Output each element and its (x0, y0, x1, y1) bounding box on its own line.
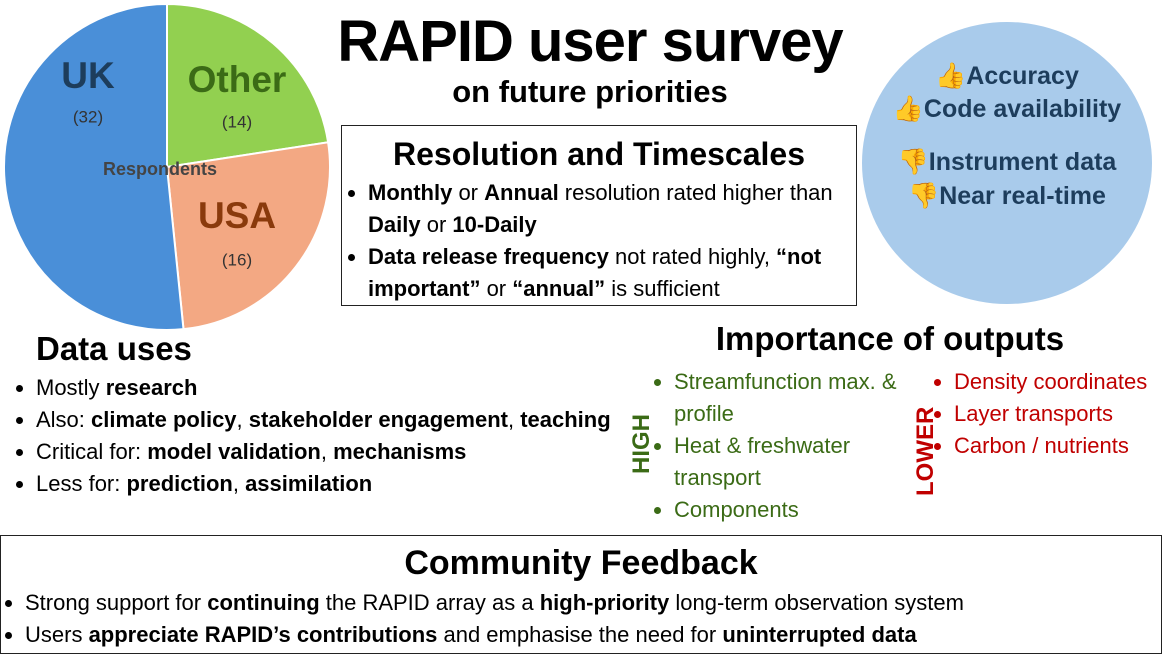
feedback-box: Community Feedback Strong support for co… (0, 535, 1162, 654)
rating-text: Code availability (923, 95, 1122, 123)
text-run: model validation (147, 439, 321, 464)
text-run: or (480, 276, 513, 301)
slice-value: (14) (222, 112, 252, 131)
rating-text: Instrument data (928, 148, 1117, 176)
slice-label: UK (61, 55, 115, 96)
output-item: Heat & freshwater transport (674, 430, 914, 494)
rating-item: 👍Accuracy (862, 62, 1152, 91)
rating-item: 👎Near real-time (862, 182, 1152, 211)
bullet: Mostly research (36, 372, 636, 404)
text-run: resolution rated higher than (558, 180, 833, 205)
text-run: , (320, 439, 334, 464)
text-run: and emphasise the need for (437, 622, 723, 647)
pie-slice (3, 2, 185, 331)
text-run: appreciate RAPID’s contributions (88, 622, 438, 647)
bullet: Users appreciate RAPID’s contributions a… (25, 619, 1161, 651)
output-item: Components (674, 494, 914, 526)
text-run: Annual (484, 180, 559, 205)
text-run: or (452, 180, 485, 205)
heading: Importance of outputs (715, 320, 1065, 357)
bullet: Critical for: model validation, mechanis… (36, 436, 636, 468)
slice-value: (16) (222, 250, 252, 269)
text-run: research (105, 375, 198, 400)
text-run: “not important” (368, 244, 822, 301)
text-run: high-priority (539, 590, 670, 615)
text-run: Strong support for (25, 590, 208, 615)
icon: 👍 (935, 62, 967, 90)
heading: Data uses (36, 330, 192, 367)
rating-text: Accuracy (966, 62, 1079, 90)
pie-slice (165, 141, 331, 331)
ratings-bubble: 👍Accuracy 👍Code availability 👎Instrument d… (862, 22, 1152, 304)
output-item: Layer transports (954, 398, 1162, 430)
pie-slice (166, 2, 330, 169)
output-item: Carbon / nutrients (954, 430, 1162, 462)
bullet-list: Monthly or Annual resolution rated highe… (350, 177, 868, 305)
bullet: Also: climate policy, stakeholder engage… (36, 404, 636, 436)
rating-item: 👎Instrument data (862, 148, 1152, 177)
resolution-box: Resolution and Timescales Monthly or Ann… (341, 125, 857, 306)
icon: 👎 (908, 182, 940, 210)
text-run: stakeholder engagement (248, 407, 508, 432)
icon: 👎 (897, 148, 929, 176)
heading: Resolution and Timescales (393, 136, 805, 172)
slice-label: USA (198, 195, 276, 236)
text-run: climate policy (91, 407, 237, 432)
text-run: is sufficient (605, 276, 720, 301)
output-list: Density coordinatesLayer transportsCarbo… (936, 366, 1162, 462)
text-run: mechanisms (333, 439, 467, 464)
text-run: Monthly (368, 180, 453, 205)
text-run: not rated highly, (608, 244, 777, 269)
text-run: continuing (207, 590, 320, 615)
output-list: Streamfunction max. & profileHeat & fres… (656, 366, 914, 526)
text-run: Also: (36, 407, 92, 432)
text-run: “annual” (512, 276, 606, 301)
pie-chart: Other (14) USA (16) UK (32) Respondents (3, 2, 331, 331)
bullet: Less for: prediction, assimilation (36, 468, 636, 500)
bullet-list: Mostly researchAlso: climate policy, sta… (18, 372, 636, 500)
text-run: Mostly (36, 375, 106, 400)
bullet: Data release frequency not rated highly,… (368, 241, 868, 305)
output-item: Density coordinates (954, 366, 1162, 398)
text-run: , (232, 471, 246, 496)
slice-value: (32) (73, 107, 103, 126)
text-run: prediction (126, 471, 233, 496)
text-run: Users (25, 622, 89, 647)
heading: Community Feedback (404, 544, 758, 582)
rating-item: 👍Code availability (862, 95, 1152, 124)
text-run: long-term observation system (669, 590, 964, 615)
text-run: uninterrupted data (722, 622, 917, 647)
side-label: HIGH (628, 414, 655, 474)
text-run: 10-Daily (452, 212, 537, 237)
rating-text: Near real-time (939, 182, 1106, 210)
text-run: assimilation (245, 471, 373, 496)
text-run: Data release frequency (368, 244, 609, 269)
title: RAPID user survey (337, 9, 843, 74)
text-run: Less for: (36, 471, 127, 496)
text-run: Critical for: (36, 439, 148, 464)
center-label: Respondents (103, 159, 217, 179)
icon: 👍 (892, 95, 924, 123)
output-item: Streamfunction max. & profile (674, 366, 914, 430)
bullet: Monthly or Annual resolution rated highe… (368, 177, 868, 241)
bullet: Strong support for continuing the RAPID … (25, 587, 1161, 619)
text-run: , (507, 407, 521, 432)
text-run: Daily (368, 212, 421, 237)
subtitle: on future priorities (452, 74, 728, 109)
text-run: or (420, 212, 453, 237)
text-run: the RAPID array as a (319, 590, 540, 615)
bullet-list: Strong support for continuing the RAPID … (7, 587, 1161, 651)
text-run: teaching (520, 407, 611, 432)
slice-label: Other (188, 59, 287, 100)
text-run: , (236, 407, 249, 432)
